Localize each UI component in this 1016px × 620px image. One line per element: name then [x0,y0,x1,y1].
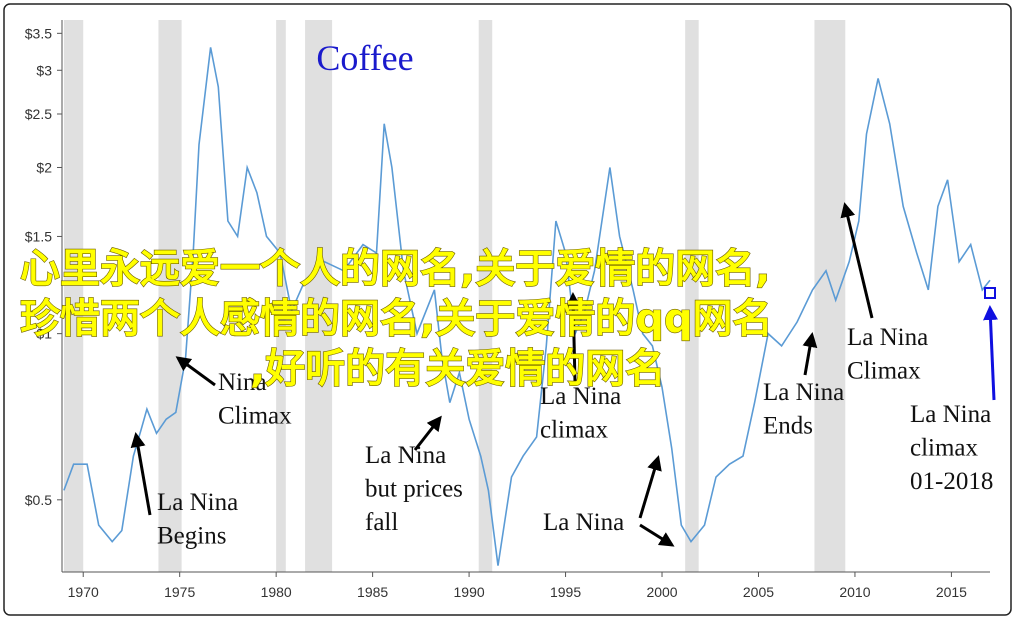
y-tick-label: $3 [36,62,52,78]
x-tick-label: 1980 [261,584,292,600]
arrow [638,455,662,519]
y-tick-label: $0.5 [25,492,52,508]
annotation: La Nina [847,324,928,351]
annotation: Climax [847,358,921,385]
annotation: fall [365,509,398,536]
arrow [175,356,216,387]
shaded-period [478,20,493,572]
annotation: La Nina [157,489,238,516]
shaded-period [814,20,846,572]
x-tick-label: 1975 [164,584,195,600]
annotation: Climax [218,403,292,430]
x-tick-label: 2000 [646,584,677,600]
x-tick-label: 2010 [839,584,870,600]
arrow [983,305,999,401]
arrow [565,292,581,383]
x-tick-label: 1995 [550,584,581,600]
arrow [840,202,874,319]
arrow [802,332,818,376]
x-tick-label: 1970 [68,584,99,600]
annotation: Nina [218,369,267,396]
shaded-period [305,20,333,572]
annotation: climax [910,435,979,462]
arrow [639,523,675,547]
x-tick-label: 1985 [357,584,388,600]
annotation: La Nina [540,383,621,410]
chart-title: Coffee [316,38,413,78]
shaded-period [276,20,286,572]
annotation: Ends [763,413,813,440]
shaded-period [158,20,182,572]
arrow [130,432,152,516]
x-tick-label: 2015 [936,584,967,600]
shaded-period [63,20,84,572]
y-tick-label: $2 [36,159,52,175]
annotation: La Nina [365,442,446,469]
end-marker [984,287,996,299]
overlay-text: 珍惜两个人感情的网名,关于爱情的qq网名 [20,296,772,342]
overlay-text: 心里永远爱一个人的网名,关于爱情的网名, [20,246,770,292]
annotation: 01-2018 [910,468,993,495]
annotation: La Nina [910,401,991,428]
y-tick-label: $2.5 [25,106,52,122]
x-tick-label: 2005 [743,584,774,600]
frame [3,3,1012,616]
y-tick-label: $3.5 [25,25,52,41]
annotation: La Nina [763,379,844,406]
annotation: La Nina [543,509,624,536]
annotation: Begins [157,523,226,550]
shaded-period [685,20,699,572]
x-tick-label: 1990 [454,584,485,600]
y-tick-label: $1 [36,326,52,342]
overlay-text: ,好听的有关爱情的网名 [250,346,665,392]
y-tick-label: $1.5 [25,228,52,244]
annotation: climax [540,417,609,444]
arrow [413,415,442,451]
annotation: but prices [365,476,463,503]
line [63,47,991,566]
